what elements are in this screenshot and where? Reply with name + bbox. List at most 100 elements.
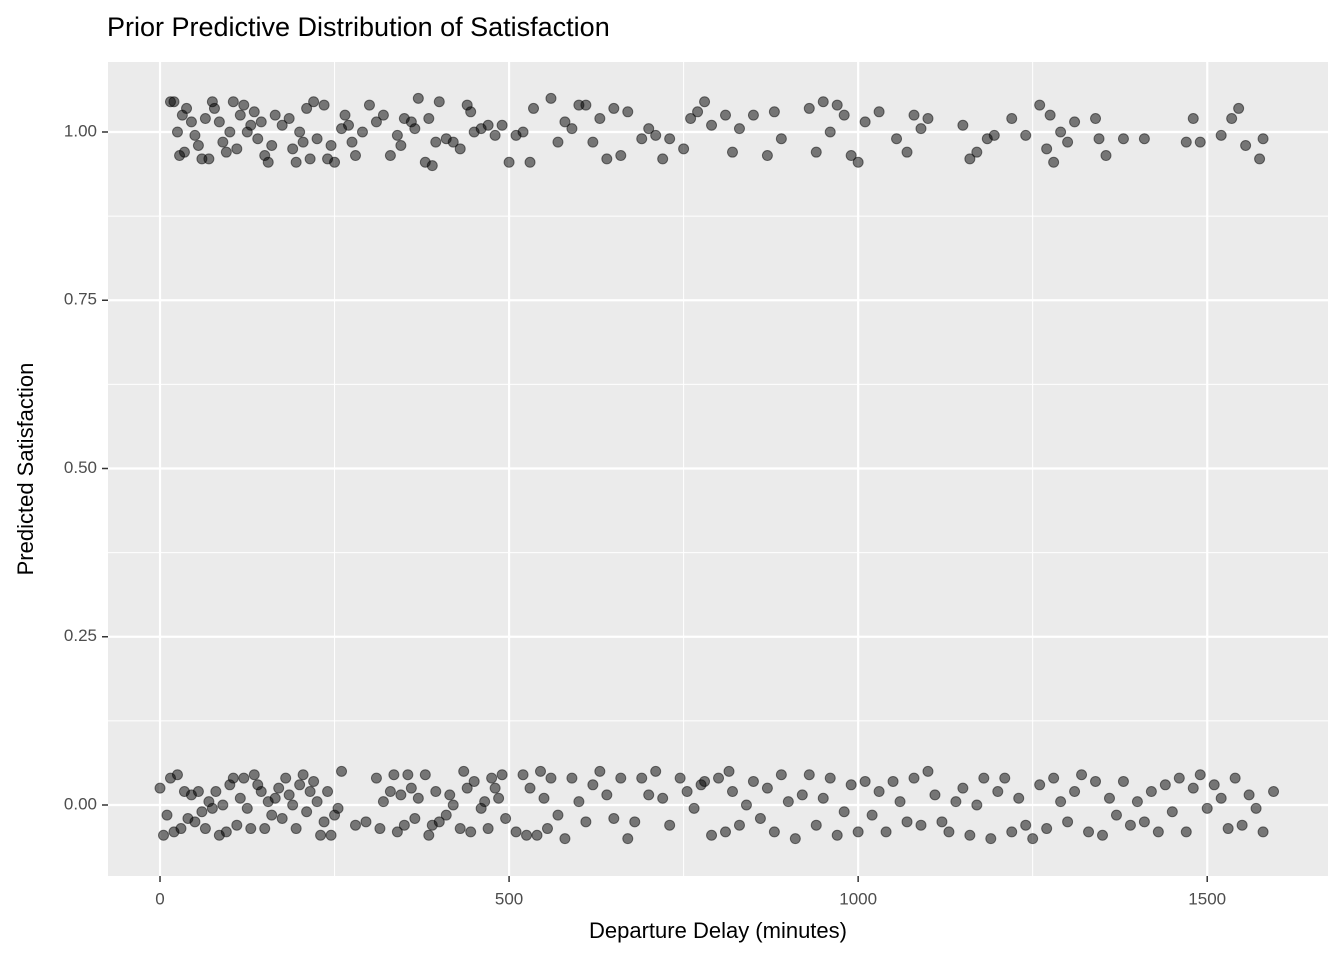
point <box>1215 792 1227 804</box>
point <box>465 826 477 838</box>
point <box>1041 143 1053 155</box>
point <box>810 146 822 158</box>
point <box>950 796 962 808</box>
point <box>866 809 878 821</box>
points <box>154 92 1280 845</box>
point <box>873 786 885 798</box>
point <box>217 136 229 148</box>
point <box>255 786 267 798</box>
point <box>817 96 829 108</box>
point <box>1103 792 1115 804</box>
point <box>294 779 306 791</box>
point <box>1048 156 1060 168</box>
point <box>845 150 857 162</box>
point <box>280 772 292 784</box>
point <box>922 113 934 125</box>
point <box>957 782 969 794</box>
x-tick-label: 500 <box>495 889 523 908</box>
point <box>1208 779 1220 791</box>
point <box>489 129 501 141</box>
point <box>1215 129 1227 141</box>
point <box>824 772 836 784</box>
point <box>234 792 246 804</box>
point <box>161 809 173 821</box>
point <box>622 833 634 845</box>
point <box>262 156 274 168</box>
y-axis-title: Predicted Satisfaction <box>13 363 38 576</box>
point <box>336 765 348 777</box>
point <box>775 133 787 145</box>
point <box>1027 833 1039 845</box>
point <box>608 102 620 114</box>
point <box>1229 772 1241 784</box>
point <box>329 156 341 168</box>
point <box>657 792 669 804</box>
point <box>789 833 801 845</box>
point <box>1048 772 1060 784</box>
point <box>908 772 920 784</box>
y-tick-label: 0.00 <box>64 794 97 813</box>
point <box>859 775 871 787</box>
point <box>706 119 718 131</box>
point <box>922 765 934 777</box>
point <box>175 823 187 835</box>
point <box>266 139 278 151</box>
point <box>224 126 236 138</box>
point <box>775 769 787 781</box>
point <box>559 116 571 128</box>
point <box>171 769 183 781</box>
point <box>1117 133 1129 145</box>
point <box>740 799 752 811</box>
point <box>838 806 850 818</box>
point <box>726 786 738 798</box>
point <box>720 826 732 838</box>
point <box>1138 133 1150 145</box>
point <box>356 126 368 138</box>
point <box>643 789 655 801</box>
point <box>426 160 438 172</box>
point <box>294 126 306 138</box>
point <box>1006 826 1018 838</box>
point <box>454 143 466 155</box>
point <box>629 816 641 828</box>
point <box>1187 113 1199 125</box>
point <box>245 823 257 835</box>
point <box>538 792 550 804</box>
x-tick-label: 1000 <box>839 889 877 908</box>
y-tick-label: 1.00 <box>64 121 97 140</box>
point <box>768 826 780 838</box>
point <box>531 829 543 841</box>
point <box>733 123 745 135</box>
point <box>1254 153 1266 165</box>
point <box>674 772 686 784</box>
point <box>444 789 456 801</box>
grid <box>108 62 1328 876</box>
point <box>370 116 382 128</box>
point <box>636 133 648 145</box>
point <box>318 99 330 111</box>
point <box>430 136 442 148</box>
point <box>768 106 780 118</box>
point <box>402 769 414 781</box>
y-tick-label: 0.75 <box>64 290 97 309</box>
point <box>831 829 843 841</box>
point <box>370 772 382 784</box>
point <box>1034 99 1046 111</box>
point <box>1090 113 1102 125</box>
point <box>304 786 316 798</box>
point <box>1257 826 1269 838</box>
point <box>978 772 990 784</box>
point <box>908 109 920 121</box>
point <box>1041 823 1053 835</box>
point <box>1201 802 1213 814</box>
point <box>615 772 627 784</box>
point <box>1090 775 1102 787</box>
point <box>936 816 948 828</box>
point <box>206 802 218 814</box>
point <box>248 769 260 781</box>
point <box>1187 782 1199 794</box>
point <box>1173 772 1185 784</box>
point <box>276 812 288 824</box>
point <box>192 786 204 798</box>
point <box>245 119 257 131</box>
